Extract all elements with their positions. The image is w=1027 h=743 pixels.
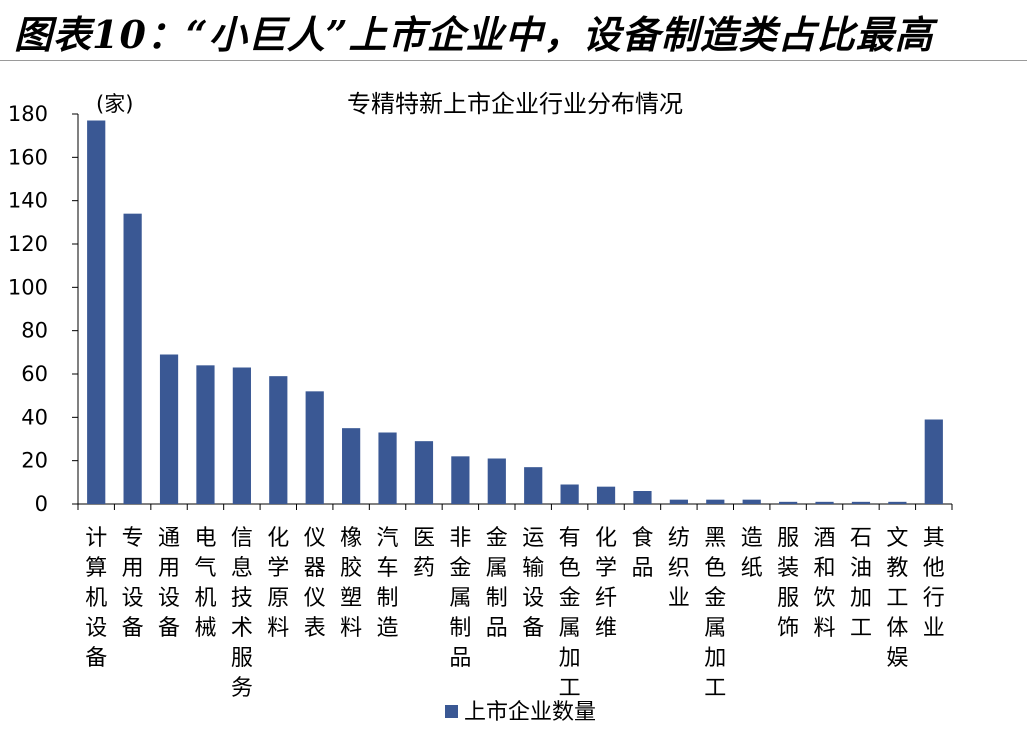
y-tick-label: 120 <box>8 232 48 256</box>
bar <box>924 419 943 504</box>
category-label: 服装服饰 <box>777 526 799 641</box>
category-label: 信息技术服务 <box>231 526 253 701</box>
bar <box>159 354 179 504</box>
bar <box>815 501 834 504</box>
category-label: 计算机设备 <box>85 526 107 671</box>
category-label: 文教工体娱 <box>886 526 908 671</box>
category-label: 其他行业 <box>923 526 945 641</box>
category-label: 汽车制造 <box>377 526 399 641</box>
legend: 上市企业数量 <box>445 700 596 725</box>
bar <box>596 486 616 504</box>
legend-swatch <box>445 705 458 718</box>
bar <box>524 467 543 504</box>
figure-caption: 图表10：“小巨人”上市企业中，设备制造类占比最高 <box>14 12 934 57</box>
bar <box>888 501 907 504</box>
bar <box>196 365 215 504</box>
y-tick-label: 60 <box>21 362 48 386</box>
bar <box>342 428 361 504</box>
bar <box>87 120 106 504</box>
y-tick-label: 100 <box>8 275 48 299</box>
y-tick-label: 40 <box>21 405 48 429</box>
bar <box>851 501 871 504</box>
bar <box>269 376 288 504</box>
category-label: 食品 <box>631 526 653 581</box>
category-label: 橡胶塑料 <box>340 526 362 641</box>
bar <box>742 499 761 504</box>
category-label: 化学纤维 <box>595 526 617 641</box>
bar <box>232 367 251 504</box>
category-label: 黑色金属加工 <box>704 526 726 701</box>
category-label: 金属制品 <box>486 526 508 641</box>
caption-divider <box>0 60 1027 61</box>
bar <box>560 484 579 504</box>
category-label: 非金属制品 <box>449 526 471 671</box>
category-label: 电气机械 <box>194 526 216 641</box>
bar <box>706 499 725 504</box>
chart-title: 专精特新上市企业行业分布情况 <box>347 90 683 118</box>
category-label: 化学原料 <box>267 526 289 641</box>
category-label: 酒和饮料 <box>814 526 836 641</box>
category-label: 仪器仪表 <box>304 526 326 641</box>
category-label: 石油加工 <box>850 526 872 641</box>
category-label: 通用设备 <box>158 526 180 641</box>
bar <box>633 491 652 504</box>
category-label: 运输设备 <box>522 526 544 641</box>
category-label: 专用设备 <box>122 526 144 641</box>
category-label: 医药 <box>413 526 435 581</box>
y-tick-label: 0 <box>35 492 48 516</box>
bar <box>305 391 324 504</box>
y-tick-label: 20 <box>21 449 48 473</box>
bar-series <box>87 120 943 504</box>
bar <box>451 456 470 504</box>
bar <box>779 501 798 504</box>
y-tick-label: 180 <box>8 102 48 126</box>
y-axis-unit: (家) <box>96 92 133 116</box>
x-axis <box>77 503 953 510</box>
y-axis: 0 20 40 60 80 100 120 140 160 180 <box>8 102 79 516</box>
category-label: 造纸 <box>741 526 763 581</box>
y-tick-label: 140 <box>8 189 48 213</box>
category-labels: 计算机设备专用设备通用设备电气机械信息技术服务化学原料仪器仪表橡胶塑料汽车制造医… <box>85 526 945 701</box>
category-label: 纺织业 <box>668 526 690 611</box>
bar <box>123 213 142 504</box>
bar <box>414 441 434 504</box>
bar <box>669 499 688 504</box>
category-label: 有色金属加工 <box>559 526 581 701</box>
y-tick-label: 160 <box>8 145 48 169</box>
y-tick-label: 80 <box>21 319 48 343</box>
legend-label: 上市企业数量 <box>464 700 596 725</box>
bar <box>487 458 506 504</box>
bar <box>378 432 397 504</box>
